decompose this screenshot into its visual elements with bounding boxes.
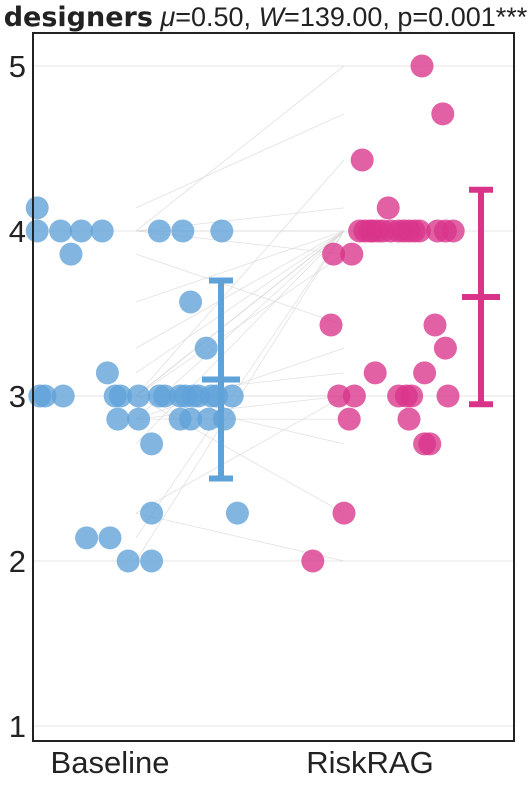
data-point — [51, 384, 75, 408]
pair-line — [135, 159, 345, 397]
data-point — [340, 242, 364, 266]
chart-title: designers μ=0.50, W=139.00, p=0.001*** — [0, 0, 531, 34]
title-group: designers — [3, 2, 153, 33]
data-point — [25, 196, 49, 220]
pair-line — [135, 207, 345, 232]
data-point — [49, 219, 73, 243]
data-point — [179, 407, 203, 431]
x-tick-label: Baseline — [51, 745, 170, 780]
data-point — [441, 219, 465, 243]
data-point — [301, 549, 325, 573]
data-point — [140, 432, 164, 456]
y-tick-label: 4 — [9, 214, 26, 249]
data-point — [33, 384, 57, 408]
data-point — [376, 196, 400, 220]
pair-line — [135, 230, 345, 349]
pair-line — [135, 230, 345, 539]
data-point — [210, 219, 234, 243]
data-point — [413, 361, 437, 385]
pair-line — [135, 230, 345, 397]
data-points — [25, 54, 465, 573]
mean-error-bars — [202, 186, 500, 482]
data-point — [407, 219, 431, 243]
data-point — [212, 407, 236, 431]
data-point — [95, 361, 119, 385]
data-point — [397, 407, 421, 431]
data-point — [108, 384, 132, 408]
y-tick-label: 1 — [9, 709, 26, 744]
data-point — [342, 384, 366, 408]
data-point — [436, 384, 460, 408]
data-point — [225, 501, 249, 525]
data-point — [337, 407, 361, 431]
data-point — [433, 336, 457, 360]
data-point — [194, 336, 218, 360]
data-point — [179, 290, 203, 314]
x-tick-label: RiskRAG — [306, 745, 433, 780]
data-point — [98, 526, 122, 550]
data-point — [410, 54, 434, 78]
data-point — [59, 242, 83, 266]
data-point — [418, 432, 442, 456]
pair-line — [135, 230, 345, 445]
data-point — [220, 384, 244, 408]
pair-line — [135, 65, 345, 232]
pair-line — [135, 230, 345, 374]
data-point — [322, 242, 346, 266]
data-point — [127, 407, 151, 431]
data-point — [171, 219, 195, 243]
x-tick-labels: Baseline RiskRAG — [51, 745, 434, 780]
data-point — [25, 219, 49, 243]
data-point — [140, 549, 164, 573]
y-tick-label: 3 — [9, 379, 26, 414]
plot-frame — [32, 32, 515, 742]
data-point — [90, 219, 114, 243]
title-w-symbol: W — [258, 2, 285, 32]
data-point — [116, 549, 140, 573]
data-point — [400, 384, 424, 408]
error-bar — [202, 277, 240, 482]
data-point — [127, 384, 151, 408]
title-w-text: =139.00, p=0.001*** — [284, 2, 528, 32]
data-point — [363, 361, 387, 385]
data-point — [423, 313, 447, 337]
pair-lines — [135, 65, 345, 562]
data-point — [106, 407, 130, 431]
data-point — [147, 219, 171, 243]
pair-line — [135, 113, 345, 209]
data-point — [431, 102, 455, 126]
pair-line — [135, 230, 345, 303]
data-point — [75, 526, 99, 550]
data-point — [319, 313, 343, 337]
y-tick-labels: 1 2 3 4 5 — [9, 49, 26, 744]
y-tick-label: 2 — [9, 544, 26, 579]
data-point — [350, 148, 374, 172]
error-bar — [462, 186, 500, 408]
pair-line — [135, 347, 345, 420]
data-point — [140, 501, 164, 525]
y-tick-label: 5 — [9, 49, 26, 84]
data-point — [69, 219, 93, 243]
title-mu-text: =0.50, — [175, 2, 259, 32]
data-point — [332, 501, 356, 525]
title-mu-symbol: μ — [160, 2, 176, 32]
